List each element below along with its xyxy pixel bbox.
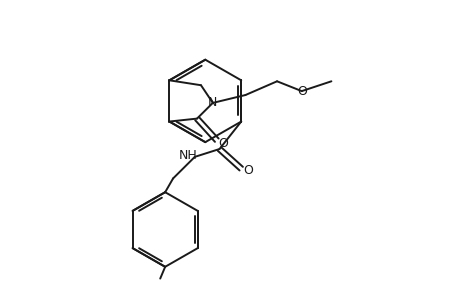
- Text: O: O: [243, 164, 252, 177]
- Text: N: N: [207, 96, 217, 110]
- Text: O: O: [217, 136, 227, 150]
- Text: NH: NH: [178, 149, 197, 162]
- Text: O: O: [296, 85, 306, 98]
